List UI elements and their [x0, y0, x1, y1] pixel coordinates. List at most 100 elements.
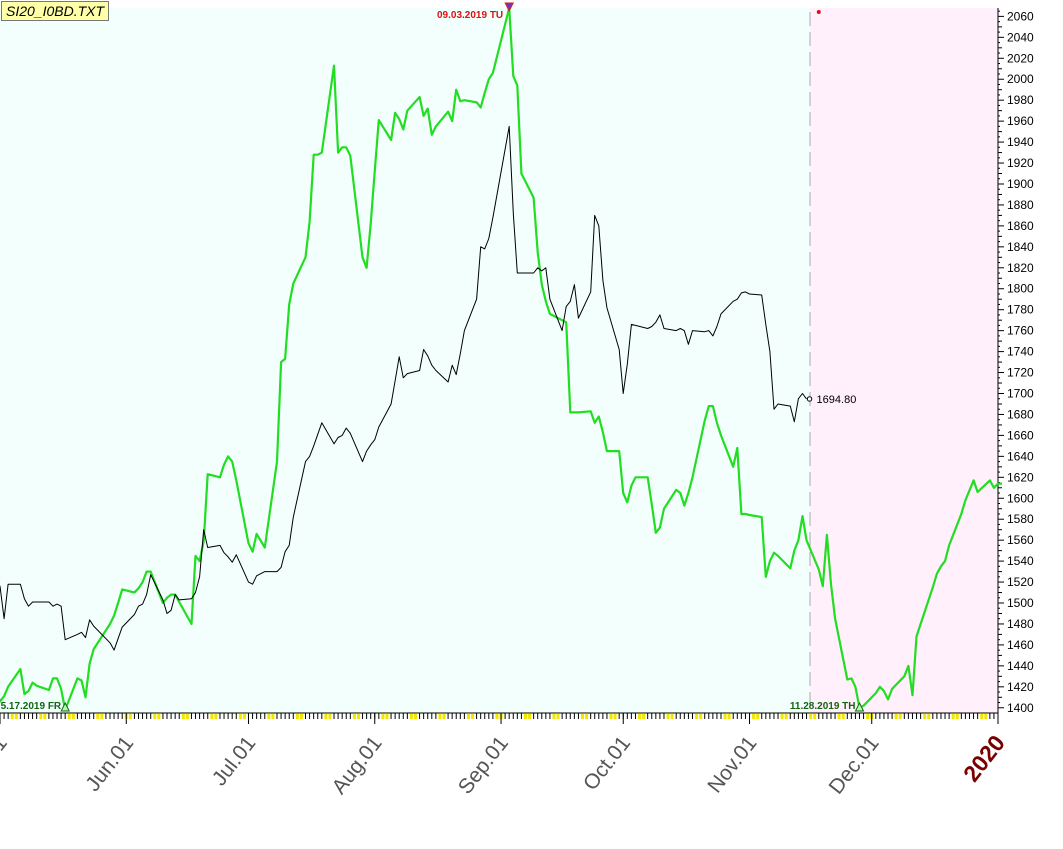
y-tick-label: 1840 [1007, 240, 1034, 254]
weekend-marker [984, 714, 988, 719]
low-marker-icon [854, 701, 865, 712]
x-tick-label: Nov.01 [703, 732, 761, 797]
weekend-marker [552, 714, 556, 719]
y-tick-label: 1780 [1007, 303, 1034, 317]
y-tick-label: 1460 [1007, 638, 1034, 652]
y-tick-label: 1480 [1007, 617, 1034, 631]
weekend-marker [153, 714, 157, 719]
weekend-marker [128, 714, 132, 719]
weekend-marker [894, 714, 898, 719]
weekend-marker [699, 714, 703, 719]
weekend-marker [523, 714, 527, 719]
weekend-marker [841, 714, 845, 719]
high-date-label: 09.03.2019 TU [437, 10, 503, 21]
weekend-marker [181, 714, 185, 719]
chart-title: SI20_I0BD.TXT [1, 1, 110, 21]
last-value-label: 1694.80 [817, 394, 857, 406]
low-date-label: 5.17.2019 FR [1, 701, 62, 712]
weekend-marker [96, 714, 100, 719]
weekend-marker [324, 714, 328, 719]
price-series-line [0, 125, 807, 651]
weekend-marker [466, 714, 470, 719]
weekend-marker [442, 714, 446, 719]
weekend-marker [242, 714, 246, 719]
weekend-marker [923, 714, 927, 719]
y-tick-label: 2000 [1007, 72, 1034, 86]
weekend-marker [413, 714, 417, 719]
weekend-marker [267, 714, 271, 719]
forecast-background [810, 8, 998, 713]
weekend-marker [837, 714, 841, 719]
y-tick-label: 1400 [1007, 701, 1034, 715]
y-tick-label: 1580 [1007, 512, 1034, 526]
y-tick-label: 1620 [1007, 470, 1034, 484]
y-tick-label: 1540 [1007, 554, 1034, 568]
weekend-marker [328, 714, 332, 719]
y-tick-label: 1760 [1007, 324, 1034, 338]
weekend-marker [642, 714, 646, 719]
weekend-marker [185, 714, 189, 719]
y-tick-label: 2060 [1007, 9, 1034, 23]
weekend-marker [381, 714, 385, 719]
weekend-marker [609, 714, 613, 719]
weekend-marker [581, 714, 585, 719]
forecast-start-dot [816, 10, 821, 14]
low-marker-icon [60, 701, 70, 712]
y-tick-label: 1960 [1007, 114, 1034, 128]
x-tick-label: Dec.01 [825, 732, 884, 799]
x-tick-label: Jul.01 [208, 732, 261, 790]
weekend-marker [727, 714, 731, 719]
y-tick-label: 1800 [1007, 282, 1034, 296]
weekend-marker [556, 714, 560, 719]
weekend-marker [39, 714, 43, 719]
weekend-marker [67, 714, 71, 719]
weekend-marker [585, 714, 589, 719]
history-background [0, 8, 810, 713]
y-tick-label: 1920 [1007, 156, 1034, 170]
weekend-marker [866, 714, 870, 719]
weekend-marker [898, 714, 902, 719]
y-tick-label: 1500 [1007, 596, 1034, 610]
x-tick-label: Jun.01 [81, 732, 138, 796]
weekend-marker [438, 714, 442, 719]
high-marker-icon [504, 2, 514, 13]
weekend-marker [210, 714, 214, 719]
weekend-marker [71, 714, 75, 719]
y-tick-label: 1640 [1007, 449, 1034, 463]
y-tick-label: 1900 [1007, 177, 1034, 191]
weekend-marker [295, 714, 299, 719]
y-tick-label: 1740 [1007, 345, 1034, 359]
weekend-marker [613, 714, 617, 719]
weekend-marker [638, 714, 642, 719]
weekend-marker [352, 714, 356, 719]
weekend-marker [752, 714, 756, 719]
weekend-marker [723, 714, 727, 719]
weekend-marker [471, 714, 475, 719]
y-tick-label: 1680 [1007, 407, 1034, 421]
weekend-marker [955, 714, 959, 719]
weekend-marker [100, 714, 104, 719]
weekend-marker [813, 714, 817, 719]
x-axis-labels: May.01 Jun.01 Jul.01 Aug.01 Sep.01 Oct.01 Nov.… [0, 713, 1010, 799]
weekend-marker [10, 714, 14, 719]
x-tick-label: 2020 [958, 730, 1010, 786]
series-layer [0, 6, 1003, 711]
weekend-marker [14, 714, 18, 719]
weekend-marker [951, 714, 955, 719]
weekend-marker [43, 714, 47, 719]
y-tick-label: 1720 [1007, 366, 1034, 380]
y-axis: 1400 1420 1440 1460 1480 1500 1520 1540 1560 1580… [997, 8, 1034, 715]
low-date-label: 11.28.2019 TH [790, 701, 856, 712]
y-tick-label: 2020 [1007, 51, 1034, 65]
y-tick-label: 2040 [1007, 30, 1034, 44]
forecast-series-line [0, 6, 1003, 711]
weekend-marker [756, 714, 760, 719]
weekend-marker [670, 714, 674, 719]
x-axis-band [0, 713, 998, 719]
weekend-marker [299, 714, 303, 719]
markers: 1694.80 09.03.2019 TU 5.17.2019 FR 11.28.20… [1, 2, 865, 712]
weekend-marker [695, 714, 699, 719]
weekend-marker [214, 714, 218, 719]
y-tick-label: 1820 [1007, 261, 1034, 275]
x-tick-label: Aug.01 [328, 732, 387, 799]
